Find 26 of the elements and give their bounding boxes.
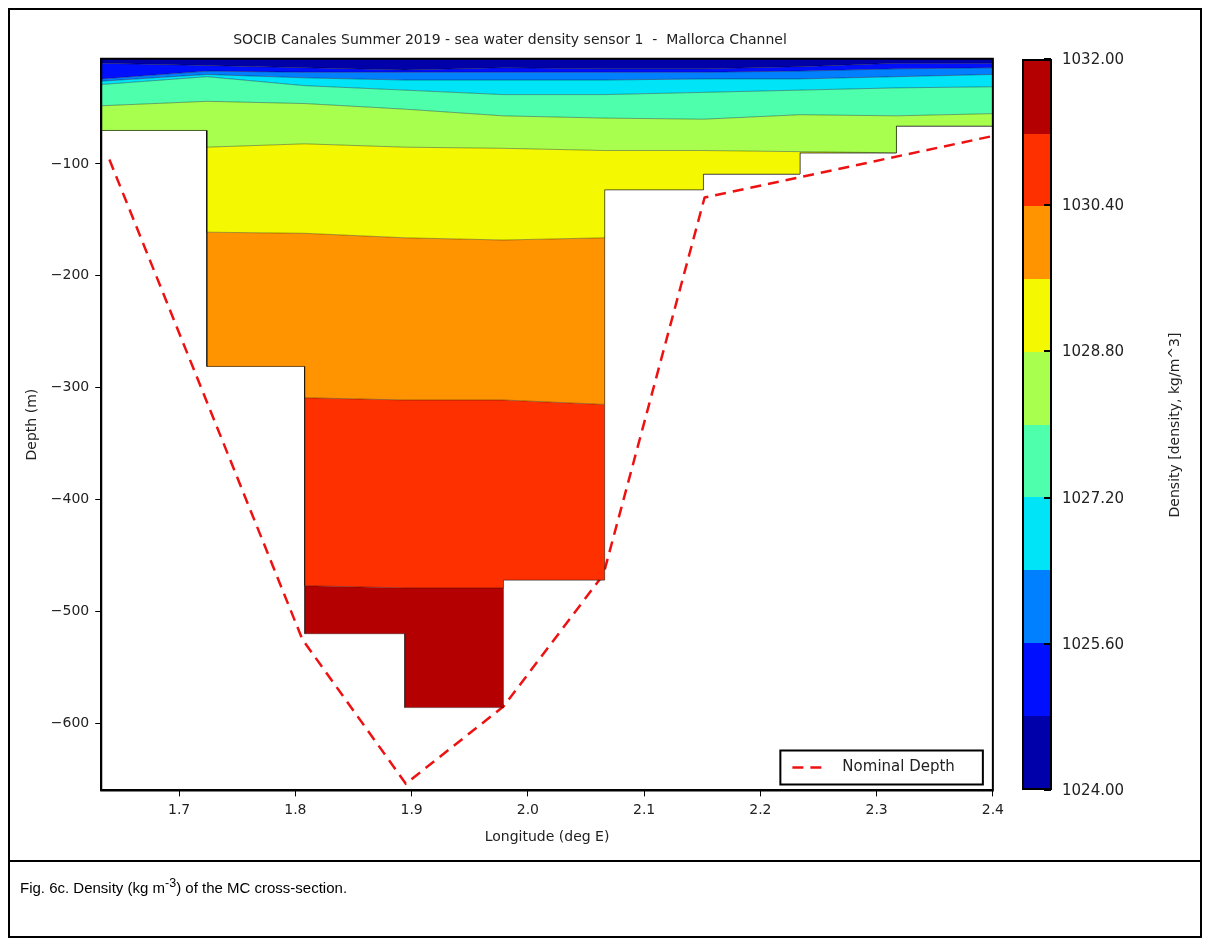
legend-label: Nominal Depth xyxy=(842,757,955,776)
x-tick-label: 2.3 xyxy=(865,801,888,818)
color-bar-label: 1025.60 xyxy=(1062,635,1125,654)
y-tick-label: −200 xyxy=(50,266,90,283)
color-bar-label: 1028.80 xyxy=(1062,342,1125,361)
color-bar-label: 1030.40 xyxy=(1062,196,1125,215)
chart-title: SOCIB Canales Summer 2019 - sea water density sensor 1 - Mallorca Channel xyxy=(233,31,787,48)
x-tick-label: 1.8 xyxy=(284,801,307,818)
x-tick-label: 2.1 xyxy=(632,801,656,818)
caption: Fig. 6c. Density (kg m$^{-3}$) of the MC cross-section. xyxy=(10,860,1200,936)
y-axis-title: Depth (m) xyxy=(23,388,40,461)
x-tick-label: 1.7 xyxy=(168,801,191,818)
x-tick-label: 2.4 xyxy=(981,801,1005,818)
color-bar-label: 1024.00 xyxy=(1062,781,1125,800)
x-tick-label: 2.2 xyxy=(749,801,772,818)
color-bar-label: 1032.00 xyxy=(1062,49,1125,68)
color-bar-title: Density [density, kg/m^3] xyxy=(1166,332,1182,518)
x-tick-label: 1.9 xyxy=(400,801,423,818)
color-bar-label: 1027.20 xyxy=(1062,488,1125,507)
y-tick-label: −100 xyxy=(50,154,90,171)
x-tick-label: 2.0 xyxy=(516,801,540,818)
y-tick-label: −300 xyxy=(50,378,90,395)
x-axis-title: Longitude (deg E) xyxy=(484,828,610,845)
y-tick-label: −600 xyxy=(50,713,90,730)
y-tick-label: −400 xyxy=(50,490,90,507)
y-tick-label: −500 xyxy=(50,602,90,619)
